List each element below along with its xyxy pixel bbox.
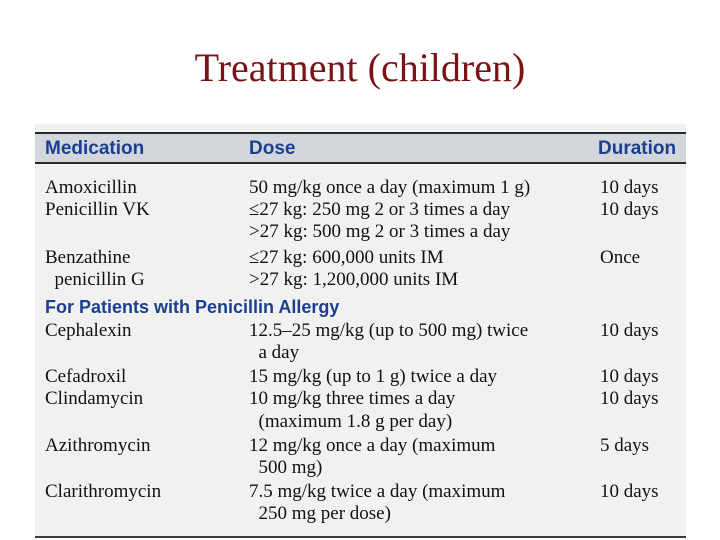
dose-cell: >27 kg: 1,200,000 units IM	[249, 269, 459, 290]
dose-cell: >27 kg: 500 mg 2 or 3 times a day	[249, 221, 511, 242]
header-duration: Duration	[598, 138, 677, 159]
header-rule	[35, 162, 686, 164]
table-row: a day	[35, 342, 686, 364]
table-row: >27 kg: 500 mg 2 or 3 times a day	[35, 221, 686, 243]
dose-cell: a day	[249, 342, 300, 363]
duration-cell: 10 days	[600, 199, 659, 220]
table-row: Amoxicillin 50 mg/kg once a day (maximum…	[35, 177, 686, 199]
duration-cell: Once	[600, 247, 641, 268]
table-row: Azithromycin 12 mg/kg once a day (maximu…	[35, 435, 686, 457]
dose-cell: 12.5–25 mg/kg (up to 500 mg) twice	[249, 320, 529, 341]
dose-cell: (maximum 1.8 g per day)	[249, 411, 453, 432]
duration-cell: 10 days	[600, 177, 659, 198]
header-dose: Dose	[249, 138, 296, 159]
table-row: Clindamycin 10 mg/kg three times a day 1…	[35, 388, 686, 410]
table-header-row: Medication Dose Duration	[35, 132, 686, 162]
table-row: Cephalexin 12.5–25 mg/kg (up to 500 mg) …	[35, 320, 686, 342]
duration-cell: 10 days	[600, 388, 659, 409]
duration-cell: 10 days	[600, 320, 659, 341]
table-row: penicillin G >27 kg: 1,200,000 units IM	[35, 269, 686, 291]
dose-cell: 10 mg/kg three times a day	[249, 388, 456, 409]
medication-cell: Benzathine	[45, 247, 131, 268]
dose-cell: 500 mg)	[249, 457, 323, 478]
table-row: (maximum 1.8 g per day)	[35, 411, 686, 433]
dose-cell: 15 mg/kg (up to 1 g) twice a day	[249, 366, 498, 387]
dose-cell: 250 mg per dose)	[249, 503, 391, 524]
duration-cell: 10 days	[600, 481, 659, 502]
medication-cell: Cefadroxil	[45, 366, 127, 387]
table-row: 500 mg)	[35, 457, 686, 479]
dose-cell: 50 mg/kg once a day (maximum 1 g)	[249, 177, 531, 198]
table-row: Benzathine ≤27 kg: 600,000 units IM Once	[35, 247, 686, 269]
slide-title: Treatment (children)	[194, 45, 526, 90]
dose-cell: ≤27 kg: 600,000 units IM	[249, 247, 444, 268]
allergy-section-label: For Patients with Penicillin Allergy	[45, 297, 340, 317]
header-medication: Medication	[45, 138, 145, 159]
dose-cell: 12 mg/kg once a day (maximum	[249, 435, 496, 456]
dose-cell: ≤27 kg: 250 mg 2 or 3 times a day	[249, 199, 511, 220]
medication-cell: Cephalexin	[45, 320, 132, 341]
medication-cell: Clarithromycin	[45, 481, 162, 502]
table-row: Clarithromycin 7.5 mg/kg twice a day (ma…	[35, 481, 686, 503]
medication-cell: Penicillin VK	[45, 199, 150, 220]
dose-cell: 7.5 mg/kg twice a day (maximum	[249, 481, 506, 502]
duration-cell: 5 days	[600, 435, 650, 456]
table-row: Cefadroxil 15 mg/kg (up to 1 g) twice a …	[35, 366, 686, 388]
scanned-table-image: Medication Dose Duration Amoxicillin 50 …	[35, 124, 686, 538]
table-row: 250 mg per dose)	[35, 503, 686, 525]
medication-cell: Amoxicillin	[45, 177, 137, 198]
medication-cell: Clindamycin	[45, 388, 144, 409]
table-row: Penicillin VK ≤27 kg: 250 mg 2 or 3 time…	[35, 199, 686, 221]
duration-cell: 10 days	[600, 366, 659, 387]
medication-cell: penicillin G	[45, 269, 145, 290]
medication-cell: Azithromycin	[45, 435, 151, 456]
